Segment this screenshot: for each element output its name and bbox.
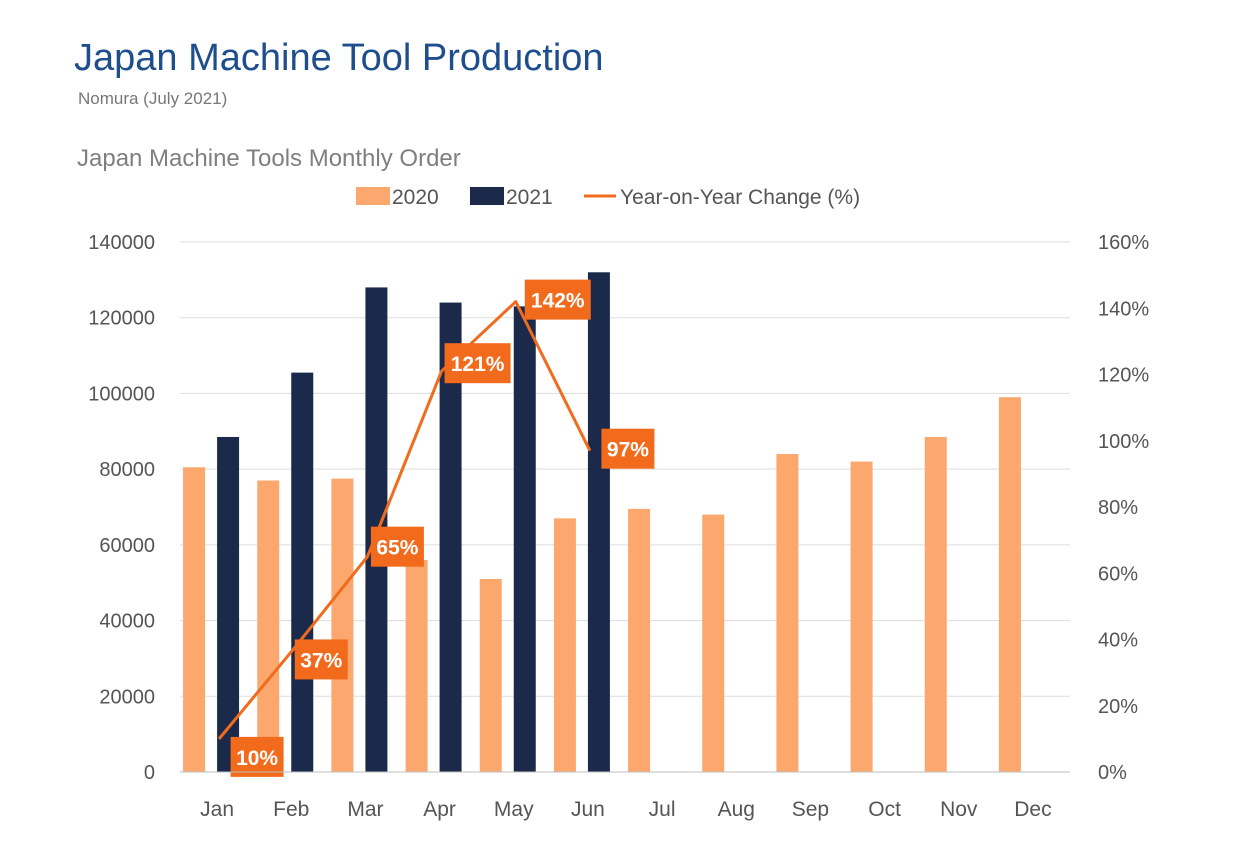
- yoy-data-label-box: [370, 526, 424, 567]
- y-right-tick-label: 100%: [1098, 431, 1149, 453]
- bars: [183, 272, 1021, 772]
- yoy-data-label: 121%: [451, 353, 505, 376]
- y-right-tick-label: 140%: [1098, 298, 1149, 320]
- y-left-tick-label: 140000: [88, 232, 155, 254]
- bar-2020: [628, 508, 651, 772]
- y-right-tick-label: 80%: [1098, 497, 1138, 519]
- bar-2021: [513, 306, 536, 772]
- x-tick-label: Jul: [649, 798, 676, 821]
- yoy-data-label: 10%: [236, 747, 278, 770]
- yoy-data-label: 65%: [376, 537, 418, 560]
- legend-swatch-2020: [356, 187, 390, 205]
- axes: 0 20000 40000 60000 80000 100000 120000 140000 0…: [88, 232, 1149, 821]
- y-right-tick-label: 120%: [1098, 365, 1149, 387]
- bar-2020: [331, 478, 354, 772]
- bar-2020: [405, 560, 428, 772]
- x-tick-label: Feb: [273, 798, 309, 821]
- bar-2020: [776, 454, 799, 772]
- bar-2020: [257, 480, 280, 772]
- page-subtitle: Nomura (July 2021): [78, 89, 228, 108]
- yoy-data-label-box: [230, 736, 284, 777]
- yoy-series-line: [217, 300, 592, 740]
- legend-swatch-2021: [470, 187, 504, 205]
- bar-2021: [439, 302, 462, 772]
- bar-2020: [998, 397, 1021, 772]
- page-title: Japan Machine Tool Production: [74, 37, 604, 79]
- yoy-data-label-box: [444, 343, 511, 384]
- x-tick-label: Mar: [347, 798, 383, 821]
- x-tick-label: Nov: [940, 798, 978, 821]
- y-right-tick-label: 160%: [1098, 232, 1149, 254]
- y-left-tick-label: 40000: [99, 611, 155, 633]
- y-right-tick-label: 20%: [1098, 696, 1138, 718]
- x-tick-label: May: [494, 798, 534, 821]
- bar-2021: [291, 372, 314, 772]
- yoy-data-label-box: [601, 428, 655, 469]
- yoy-line: [217, 300, 592, 740]
- data-labels: 10% 37% 65% 121% 142% 97%: [230, 279, 655, 777]
- chart-title: Japan Machine Tools Monthly Order: [77, 145, 461, 172]
- yoy-data-label-box: [524, 279, 591, 320]
- x-tick-label: Dec: [1014, 798, 1051, 821]
- legend-label-2021: 2021: [506, 186, 553, 209]
- bar-2020: [924, 436, 947, 772]
- y-right-tick-label: 60%: [1098, 563, 1138, 585]
- yoy-data-label: 97%: [607, 439, 649, 462]
- yoy-data-label-box: [294, 639, 348, 680]
- bar-2020: [850, 461, 873, 772]
- x-tick-label: Oct: [868, 798, 901, 821]
- y-left-tick-label: 80000: [99, 459, 155, 481]
- gridlines: [180, 241, 1070, 697]
- y-left-tick-label: 60000: [99, 535, 155, 557]
- legend-label-yoy: Year-on-Year Change (%): [620, 186, 860, 209]
- bar-2020: [183, 467, 206, 772]
- x-tick-label: Jan: [200, 798, 234, 821]
- legend: 2020 2021 Year-on-Year Change (%): [356, 186, 860, 209]
- y-left-tick-label: 20000: [99, 686, 155, 708]
- bar-2020: [702, 514, 725, 772]
- y-left-tick-label: 120000: [88, 308, 155, 330]
- x-tick-label: Aug: [718, 798, 755, 821]
- bar-2020: [553, 518, 576, 772]
- y-left-tick-label: 100000: [88, 383, 155, 405]
- y-left-tick-label: 0: [144, 762, 155, 784]
- y-right-tick-label: 40%: [1098, 630, 1138, 652]
- x-tick-label: Sep: [792, 798, 829, 821]
- y-right-tick-label: 0%: [1098, 762, 1127, 784]
- bar-2020: [479, 578, 502, 772]
- yoy-data-label: 142%: [531, 290, 585, 313]
- yoy-data-label: 37%: [300, 649, 342, 672]
- x-tick-label: Jun: [571, 798, 605, 821]
- x-tick-label: Apr: [423, 798, 456, 821]
- legend-label-2020: 2020: [392, 186, 439, 209]
- bar-2021: [217, 436, 240, 772]
- bar-2021: [587, 272, 610, 772]
